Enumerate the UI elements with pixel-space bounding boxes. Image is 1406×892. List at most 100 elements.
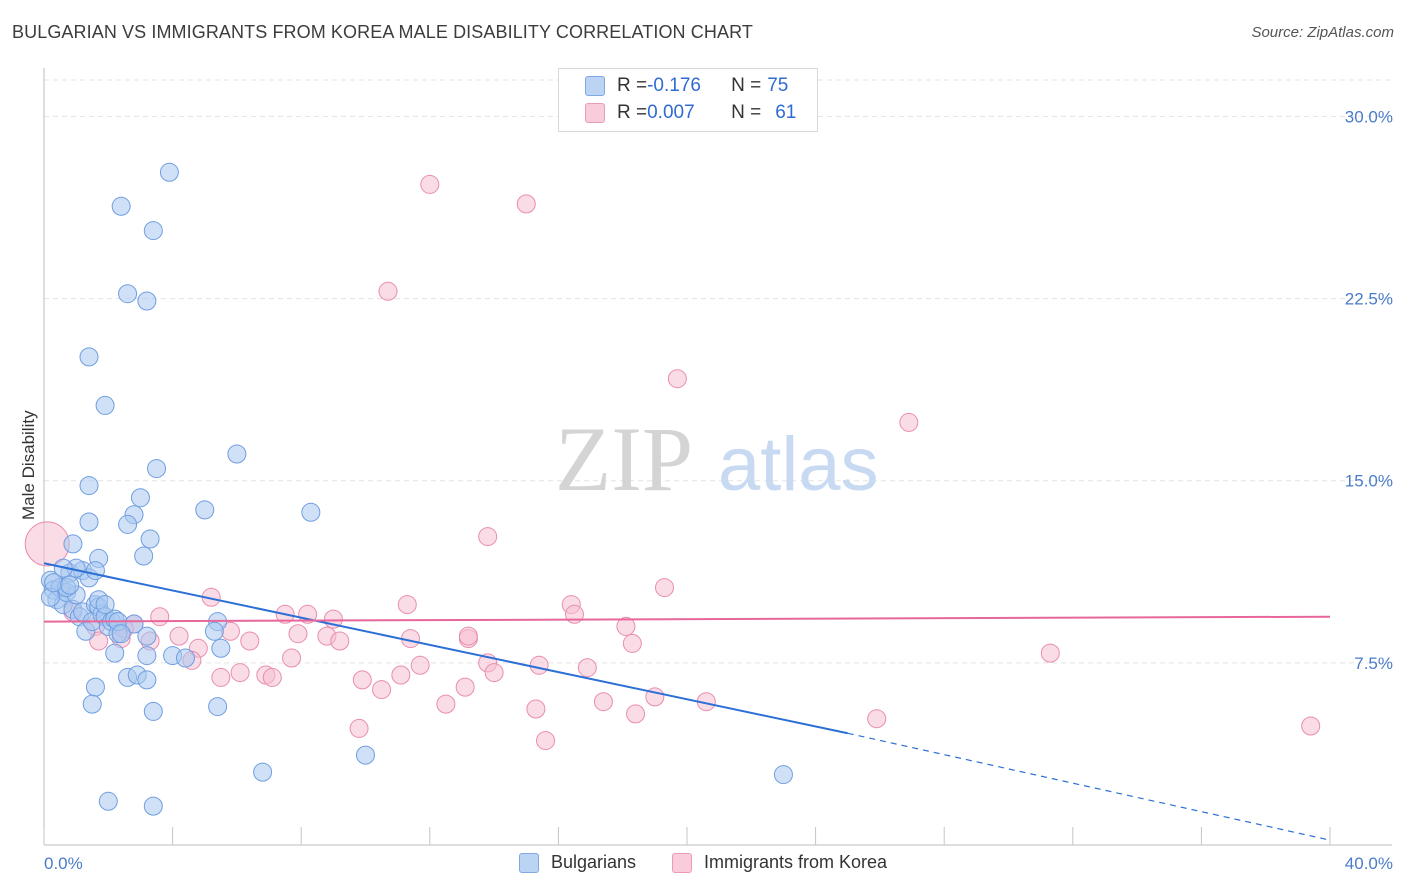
bulgarian-point	[111, 196, 131, 216]
bulgarian-point	[85, 677, 105, 697]
bulgarian-point	[211, 638, 231, 658]
bulgarian-point	[159, 162, 179, 182]
korea-point	[397, 595, 417, 615]
korea-point	[410, 655, 430, 675]
legend-row-korea: R = 0.007 N = 61	[585, 100, 796, 126]
bulgarian-point	[60, 575, 80, 595]
y-tick-label: 15.0%	[1345, 472, 1393, 491]
bulgarian-point	[773, 765, 793, 785]
legend-swatch-pink	[585, 103, 605, 123]
korea-points	[24, 174, 1321, 751]
bulgarian-point	[95, 395, 115, 415]
korea-point	[667, 369, 687, 389]
bulgarian-point	[124, 614, 144, 634]
korea-point	[349, 718, 369, 738]
legend-r-label: R =	[617, 102, 648, 123]
bulgarian-point	[111, 624, 131, 644]
bulgarian-point	[44, 573, 64, 593]
korea-point	[526, 699, 546, 719]
legend-label-bulgarians: Bulgarians	[550, 852, 636, 872]
bulgarian-point	[95, 595, 115, 615]
bulgarian-point	[195, 500, 215, 520]
bulgarian-point	[227, 444, 247, 464]
korea-trend-line	[43, 615, 1331, 623]
bulgarian-point	[175, 648, 195, 668]
legend-r-value: -0.176	[647, 75, 701, 96]
bulgarian-point	[143, 796, 163, 816]
x-tick-label-min: 0.0%	[44, 854, 83, 873]
korea-point	[1301, 716, 1321, 736]
korea-point	[372, 680, 392, 700]
bulgarian-point	[79, 347, 99, 367]
stats-legend: R = -0.176 N = 75 R = 0.007 N = 61	[558, 68, 818, 132]
korea-point	[622, 633, 642, 653]
bulgarian-point	[130, 488, 150, 508]
korea-point	[616, 616, 636, 636]
korea-point	[352, 670, 372, 690]
legend-r-label: R =	[617, 75, 648, 96]
bulgarian-points	[40, 162, 793, 816]
series-legend: Bulgarians Immigrants from Korea	[0, 852, 1406, 873]
x-tick-label-max: 40.0%	[1345, 854, 1393, 873]
korea-point	[593, 692, 613, 712]
bulgarian-point	[137, 670, 157, 690]
y-tick-label: 30.0%	[1345, 107, 1393, 126]
korea-point	[150, 607, 170, 627]
legend-swatch-blue	[518, 852, 539, 873]
watermark: ZIP atlas	[555, 408, 879, 510]
bulgarian-point	[301, 502, 321, 522]
korea-point	[577, 658, 597, 678]
korea-point	[536, 731, 556, 751]
bulgarian-point	[204, 621, 224, 641]
korea-point	[458, 626, 478, 646]
legend-swatch-pink	[672, 852, 692, 873]
bulgarian-point	[63, 534, 83, 554]
bulgarian-point	[208, 697, 228, 717]
korea-point	[378, 281, 398, 301]
bulgarian-point	[98, 791, 118, 811]
korea-point	[484, 663, 504, 683]
bulgarian-point	[137, 626, 157, 646]
korea-point	[899, 412, 919, 432]
legend-swatch-blue	[585, 76, 605, 96]
bulgarian-point	[134, 546, 154, 566]
y-tick-label: 22.5%	[1345, 290, 1393, 309]
legend-row-bulgarians: R = -0.176 N = 75	[585, 73, 788, 99]
axis-layer	[43, 68, 1392, 846]
korea-point	[867, 709, 887, 729]
korea-point	[230, 663, 250, 683]
bulgarian-point	[118, 514, 138, 534]
bulgarian-point	[140, 529, 160, 549]
tick-layer: 7.5% 15.0% 22.5% 30.0% 0.0% 40.0%	[44, 107, 1393, 873]
korea-point	[330, 631, 350, 651]
legend-item-korea: Immigrants from Korea	[672, 852, 887, 873]
korea-point	[211, 667, 231, 687]
bulgarian-trend-extension	[847, 732, 1331, 841]
legend-n-label: N =	[731, 102, 762, 123]
legend-label-korea: Immigrants from Korea	[704, 852, 888, 872]
bulgarian-point	[79, 476, 99, 496]
legend-n-value: 75	[767, 75, 789, 96]
korea-point	[455, 677, 475, 697]
korea-point	[282, 648, 302, 668]
korea-point	[436, 694, 456, 714]
bulgarian-point	[85, 561, 105, 581]
chart-title: BULGARIAN VS IMMIGRANTS FROM KOREA MALE …	[12, 22, 753, 42]
legend-n-label: N =	[731, 75, 762, 96]
korea-point	[516, 194, 536, 214]
korea-point	[262, 667, 282, 687]
y-axis-title: Male Disability	[19, 410, 38, 520]
watermark-atlas: atlas	[718, 422, 879, 507]
korea-point	[420, 174, 440, 194]
bulgarian-trend-line	[43, 562, 848, 735]
trend-layer	[43, 562, 1331, 841]
korea-point	[529, 655, 549, 675]
bulgarian-point	[82, 694, 102, 714]
legend-r-value: 0.007	[647, 102, 695, 123]
legend-n-value: 61	[775, 102, 797, 123]
korea-point	[391, 665, 411, 685]
korea-point	[89, 631, 109, 651]
legend-item-bulgarians: Bulgarians	[518, 852, 636, 873]
bulgarian-point	[143, 221, 163, 241]
